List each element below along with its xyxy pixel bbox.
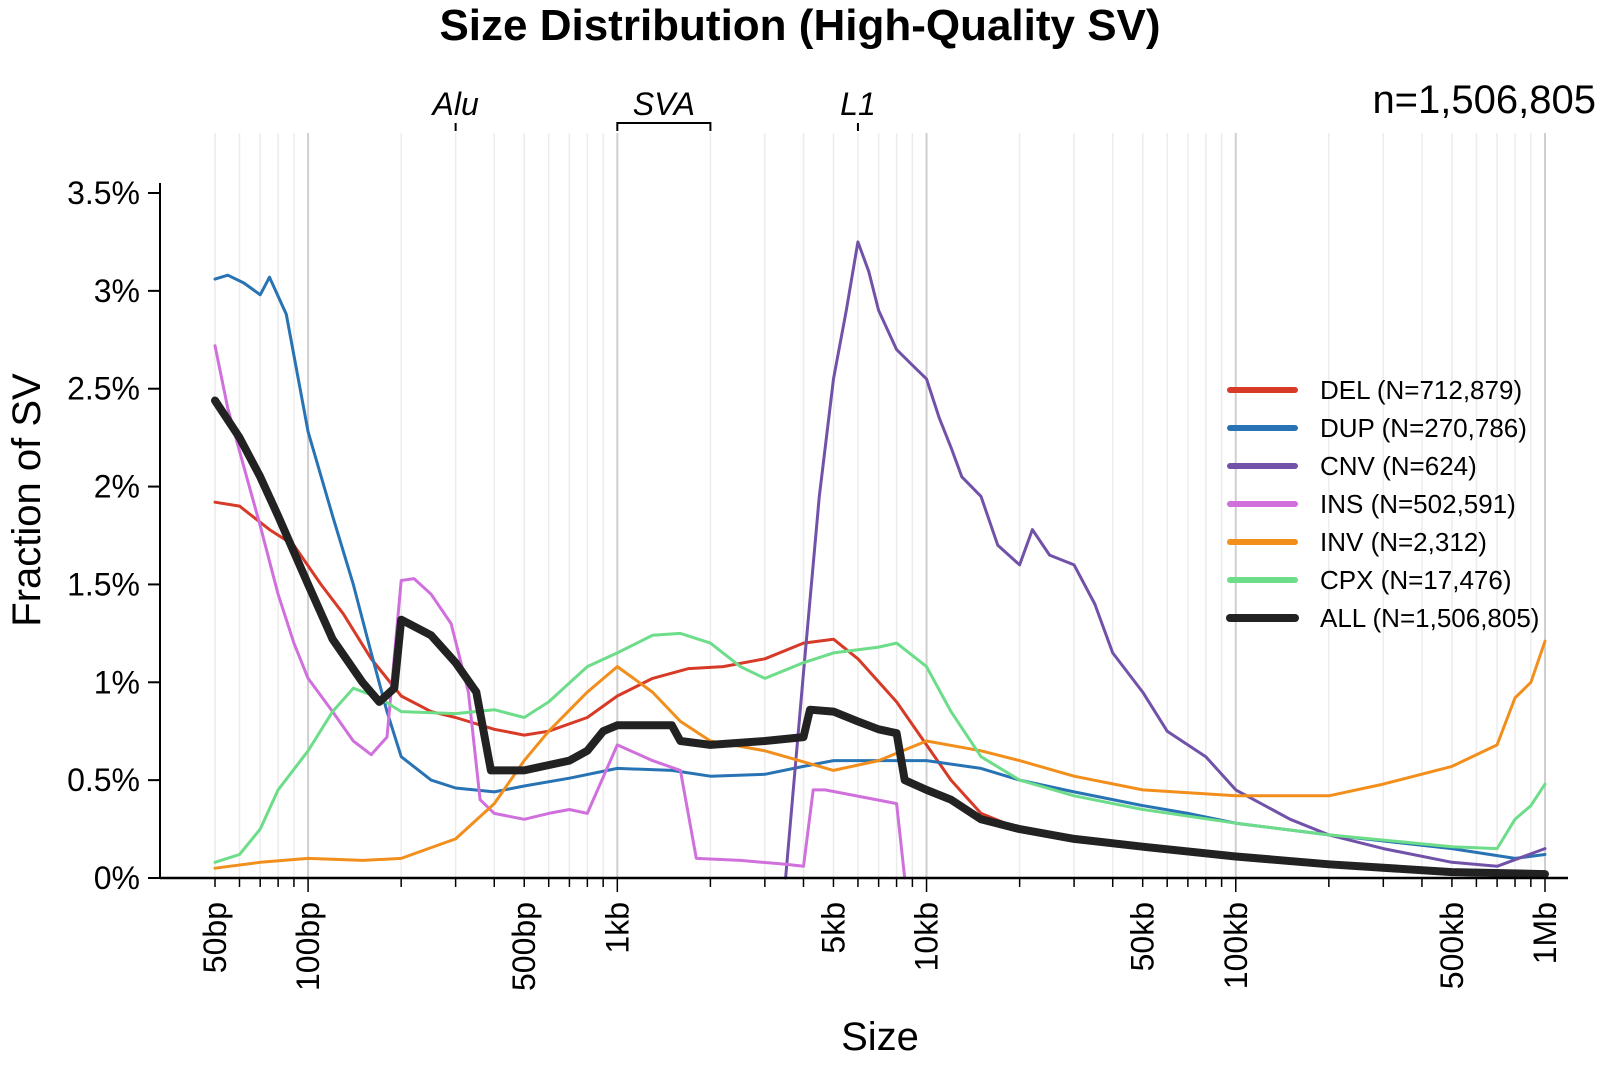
x-tick-label: 500kb: [1434, 902, 1470, 989]
y-tick-label: 1.5%: [67, 566, 140, 602]
x-tick-label: 50bp: [197, 902, 233, 973]
x-tick-label: 50kb: [1125, 902, 1161, 971]
legend-label-inv: INV (N=2,312): [1320, 527, 1487, 557]
series-lines: [211, 240, 1549, 880]
x-tick-label: 10kb: [909, 902, 945, 971]
legend-label-cpx: CPX (N=17,476): [1320, 565, 1511, 595]
x-tick-label: 500bp: [506, 902, 542, 991]
series-line-dup: [213, 273, 1547, 860]
annotation-label-sva: SVA: [633, 86, 695, 122]
y-tick-label: 2%: [94, 469, 140, 505]
sample-size-label: n=1,506,805: [1372, 78, 1596, 122]
y-tick-label: 3.5%: [67, 175, 140, 211]
legend-label-ins: INS (N=502,591): [1320, 489, 1516, 519]
y-tick-label: 2.5%: [67, 371, 140, 407]
legend-label-dup: DUP (N=270,786): [1320, 413, 1527, 443]
series-line-ins: [213, 344, 907, 880]
annotation-bracket: [616, 122, 712, 131]
y-axis-title: Fraction of SV: [5, 373, 49, 627]
y-tick-label: 3%: [94, 273, 140, 309]
axes: 0% 0.5% 1% 1.5% 2% 2.5% 3% 3.5% 50bp 100bp 500bp 1k…: [67, 175, 1568, 991]
y-tick-label: 0%: [94, 860, 140, 896]
annotation-label-l1: L1: [840, 86, 876, 122]
chart-title: Size Distribution (High-Quality SV): [439, 1, 1160, 50]
x-tick-label: 5kb: [815, 902, 851, 954]
series-line-inv: [213, 639, 1547, 870]
y-tick-label: 1%: [94, 664, 140, 700]
element-annotations: Alu SVA L1: [431, 86, 876, 131]
annotation-label-alu: Alu: [431, 86, 479, 122]
x-tick-label: 1Mb: [1527, 902, 1563, 964]
x-tick-label: 100kb: [1218, 902, 1254, 989]
legend: DEL (N=712,879) DUP (N=270,786) CNV (N=624…: [1226, 375, 1539, 633]
legend-label-all: ALL (N=1,506,805): [1320, 603, 1539, 633]
series-line-del: [213, 500, 1547, 876]
x-tick-label: 1kb: [599, 902, 635, 954]
legend-label-del: DEL (N=712,879): [1320, 375, 1522, 405]
series-line-cpx: [213, 631, 1547, 864]
legend-label-cnv: CNV (N=624): [1320, 451, 1477, 481]
x-axis-title: Size: [841, 1015, 919, 1059]
x-tick-label: 100bp: [290, 902, 326, 991]
series-line-all: [211, 396, 1549, 879]
y-tick-label: 0.5%: [67, 762, 140, 798]
series-line-cnv: [784, 240, 1547, 880]
